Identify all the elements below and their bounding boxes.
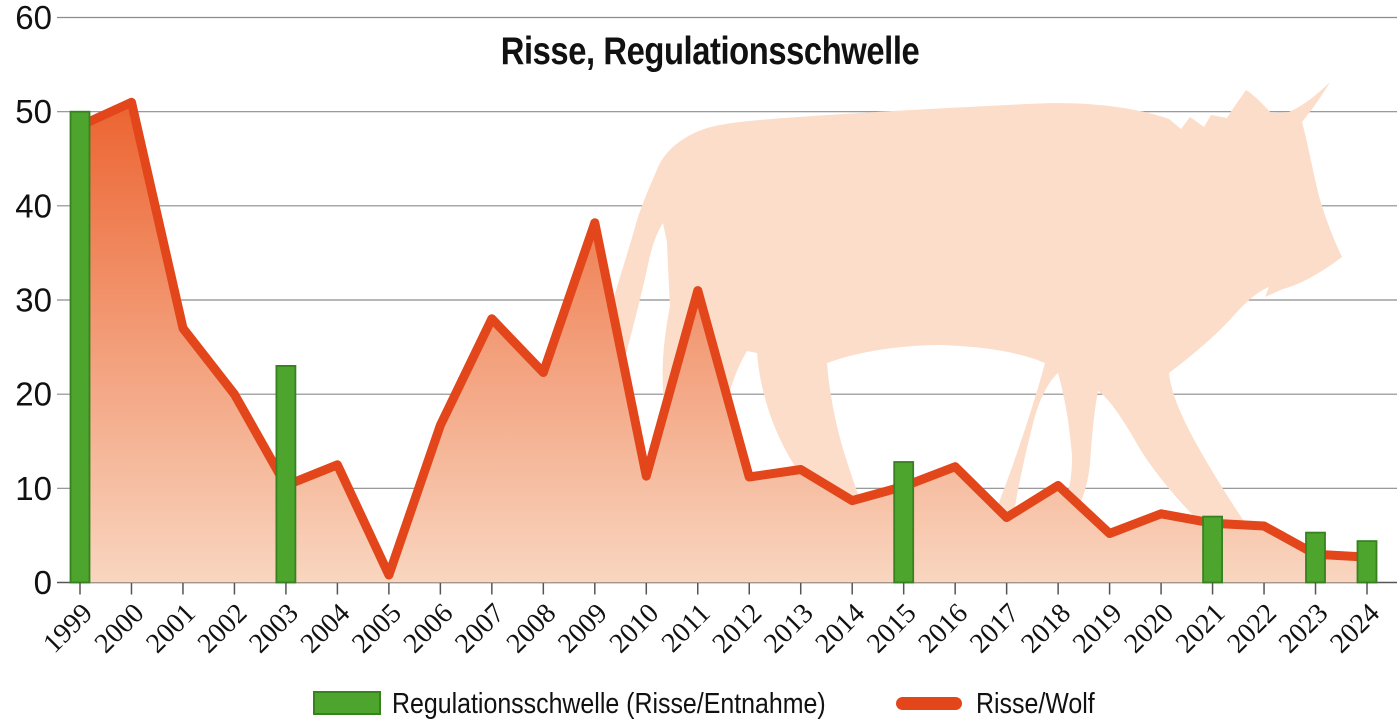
bar-2003 (275, 364, 297, 584)
x-tick-label-2002: 2002 (192, 598, 254, 660)
bar-2023 (1305, 531, 1326, 584)
svg-text:2011: 2011 (656, 598, 717, 659)
svg-text:2017: 2017 (964, 598, 1026, 660)
svg-text:50: 50 (15, 93, 52, 130)
y-tick-label-40: 40 (15, 187, 52, 224)
svg-text:2021: 2021 (1170, 598, 1232, 660)
x-tick-label-2020: 2020 (1118, 598, 1180, 660)
chart-title: Risse, Regulationsschwelle (501, 28, 920, 72)
svg-text:2002: 2002 (192, 598, 254, 660)
y-tick-label-10: 10 (15, 470, 52, 507)
svg-text:2018: 2018 (1015, 598, 1077, 660)
y-axis-labels: 0 10 20 30 40 50 60 (15, 0, 52, 601)
svg-text:2024: 2024 (1324, 598, 1386, 660)
svg-text:2004: 2004 (295, 598, 357, 660)
x-tick-label-2011: 2011 (656, 598, 717, 659)
svg-text:2020: 2020 (1118, 598, 1180, 660)
x-tick-label-2016: 2016 (912, 598, 974, 660)
x-tick-label-2009: 2009 (552, 598, 614, 660)
svg-text:30: 30 (15, 282, 52, 319)
svg-text:2022: 2022 (1221, 598, 1283, 660)
svg-text:2010: 2010 (604, 598, 666, 660)
x-tick-label-2003: 2003 (243, 598, 305, 660)
svg-text:2014: 2014 (810, 598, 872, 660)
svg-text:2006: 2006 (398, 598, 460, 660)
wolf-silhouette-icon (597, 82, 1342, 559)
legend-bar-swatch (313, 691, 381, 715)
x-tick-label-2006: 2006 (398, 598, 460, 660)
y-tick-label-60: 60 (15, 0, 52, 36)
x-tick-label-2004: 2004 (295, 598, 357, 660)
svg-text:2019: 2019 (1067, 598, 1129, 660)
x-tick-label-2001: 2001 (140, 598, 202, 660)
x-tick-label-2013: 2013 (758, 598, 820, 660)
x-tick-label-2017: 2017 (964, 598, 1026, 660)
x-tick-label-2010: 2010 (604, 598, 666, 660)
bar-2024 (1356, 540, 1378, 584)
x-tick-label-2000: 2000 (89, 598, 151, 660)
x-tick-label-2023: 2023 (1273, 598, 1335, 660)
legend-line-swatch (896, 697, 962, 710)
svg-text:10: 10 (15, 470, 52, 507)
legend: Regulationsschwelle (Risse/Entnahme) Ris… (313, 687, 1095, 719)
x-tick-label-1999: 1999 (37, 598, 99, 660)
svg-text:2007: 2007 (449, 598, 511, 660)
svg-text:2012: 2012 (707, 598, 769, 660)
svg-text:2016: 2016 (912, 598, 974, 660)
x-tick-label-2014: 2014 (810, 598, 872, 660)
bar-1999 (69, 110, 91, 584)
svg-text:2005: 2005 (346, 598, 408, 660)
y-tick-label-50: 50 (15, 93, 52, 130)
y-tick-label-0: 0 (34, 564, 52, 601)
svg-text:2001: 2001 (140, 598, 202, 660)
x-tick-label-2018: 2018 (1015, 598, 1077, 660)
x-tick-label-2008: 2008 (501, 598, 563, 660)
svg-text:2008: 2008 (501, 598, 563, 660)
svg-text:2013: 2013 (758, 598, 820, 660)
svg-text:0: 0 (34, 564, 52, 601)
svg-text:40: 40 (15, 187, 52, 224)
x-axis: 1999200020012002200320042005200620072008… (37, 582, 1386, 660)
x-tick-label-2021: 2021 (1170, 598, 1232, 660)
svg-text:20: 20 (15, 376, 52, 413)
x-tick-label-2015: 2015 (861, 598, 923, 660)
x-tick-label-2012: 2012 (707, 598, 769, 660)
svg-text:2015: 2015 (861, 598, 923, 660)
risse-wolf-area (80, 102, 1367, 583)
legend-line-label: Risse/Wolf (976, 687, 1095, 719)
svg-text:1999: 1999 (37, 598, 99, 660)
x-tick-label-2005: 2005 (346, 598, 408, 660)
legend-bar-label: Regulationsschwelle (Risse/Entnahme) (392, 687, 826, 719)
x-tick-label-2019: 2019 (1067, 598, 1129, 660)
svg-text:2009: 2009 (552, 598, 614, 660)
svg-text:2000: 2000 (89, 598, 151, 660)
svg-text:2003: 2003 (243, 598, 305, 660)
x-tick-label-2024: 2024 (1324, 598, 1386, 660)
svg-text:60: 60 (15, 0, 52, 36)
bar-2015 (893, 461, 915, 584)
bar-2021 (1202, 515, 1223, 584)
svg-text:2023: 2023 (1273, 598, 1335, 660)
x-tick-label-2022: 2022 (1221, 598, 1283, 660)
x-tick-label-2007: 2007 (449, 598, 511, 660)
y-tick-label-30: 30 (15, 282, 52, 319)
y-tick-label-20: 20 (15, 376, 52, 413)
